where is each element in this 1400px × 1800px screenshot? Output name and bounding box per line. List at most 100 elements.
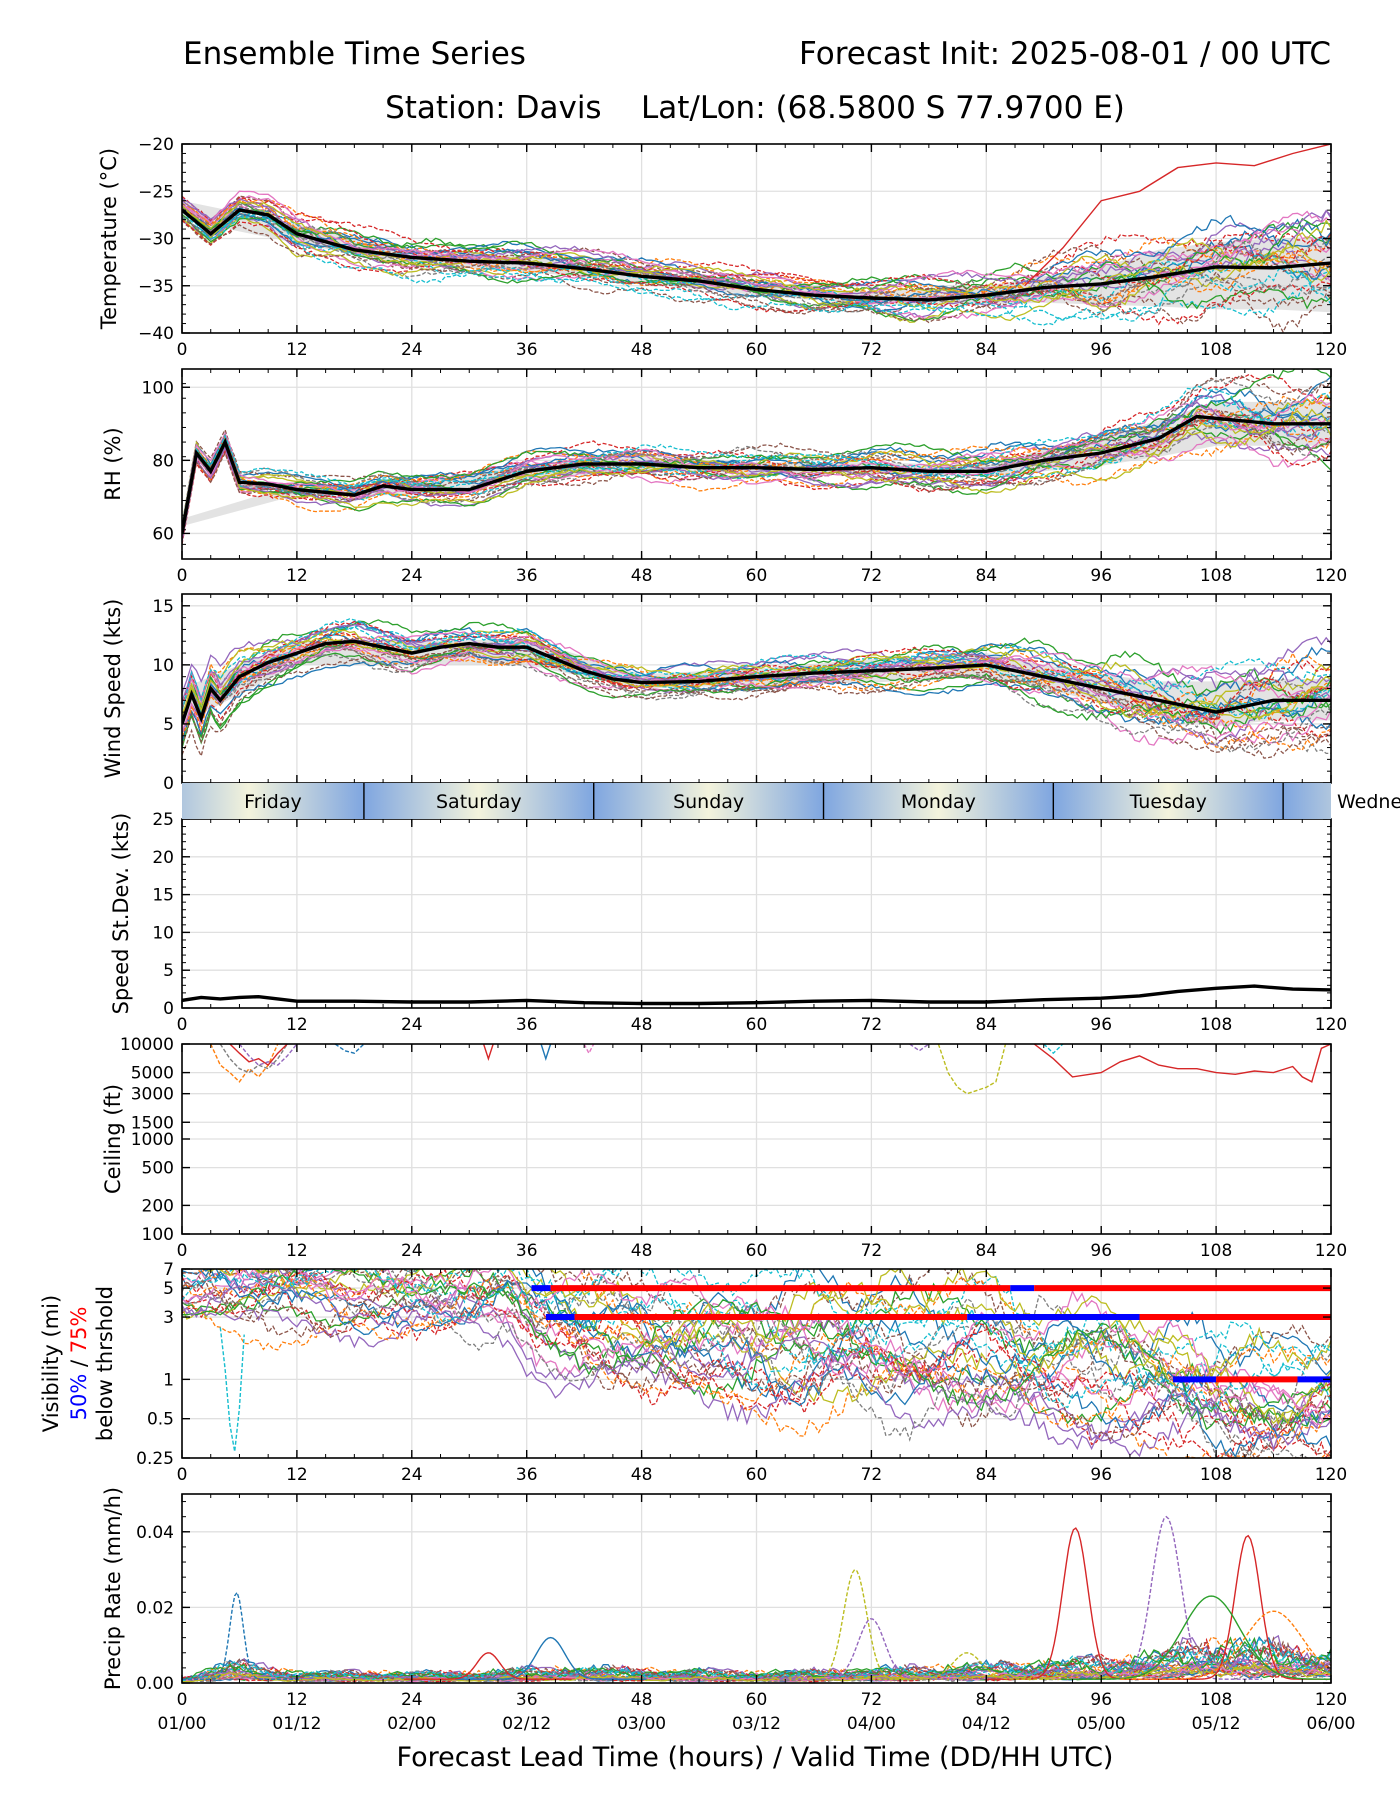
x-tick-label: 12 xyxy=(286,340,308,360)
x-tick-label: 84 xyxy=(975,340,997,360)
ensemble-member-line xyxy=(182,1269,1331,1414)
outlier-member-line xyxy=(1024,144,1331,287)
x-tick-label: 12 xyxy=(286,566,308,586)
y-axis-label: Ceiling (ft) xyxy=(101,1084,125,1194)
y-tick-label: 5 xyxy=(163,1279,174,1299)
ceiling-member-line xyxy=(540,1044,552,1061)
station-line: Station: Davis Lat/Lon: (68.5800 S 77.97… xyxy=(385,90,1125,126)
threshold-legend-part: 75% xyxy=(67,1307,91,1354)
x-tick-label: 72 xyxy=(861,1015,883,1035)
y-tick-label: 15 xyxy=(152,597,174,617)
precip-peak-line xyxy=(779,1618,962,1680)
threshold-legend-part: 50% xyxy=(67,1374,91,1421)
x-tick-label: 0 xyxy=(177,1015,188,1035)
y-tick-label: 25 xyxy=(152,810,174,830)
x-tick-label: 84 xyxy=(975,1465,997,1485)
ensemble-member-line xyxy=(182,1271,1331,1446)
panel-temperature: 0 12 24 36 48 60 72 84 96 108 120 −40 −35 −30 −25 −20 Te… xyxy=(97,135,1347,360)
y-tick-label: 0.04 xyxy=(136,1523,174,1543)
plot-area-visibility xyxy=(182,1269,1331,1458)
precip-peak-line xyxy=(770,1568,939,1680)
day-cell xyxy=(363,783,594,819)
y-tick-label: 15 xyxy=(152,886,174,906)
panel-precip_rate: 0 12 24 36 48 60 72 84 96 108 120 0.00 0.02 0.04 Preci… xyxy=(101,1487,1347,1710)
ensemble-member-line xyxy=(182,1275,1331,1446)
y-tick-label: 5000 xyxy=(131,1064,174,1084)
x-tick-label: 36 xyxy=(516,1690,538,1710)
x-tick-label: 12 xyxy=(286,1465,308,1485)
valid-time-label: 01/12 xyxy=(272,1714,321,1734)
ensemble-member-line xyxy=(234,1269,1331,1426)
y-tick-label: 10 xyxy=(152,656,174,676)
x-tick-label: 36 xyxy=(516,340,538,360)
ensemble-member-line xyxy=(182,624,1331,702)
ensemble-member-line xyxy=(182,200,1331,304)
x-tick-label: 96 xyxy=(1090,1241,1112,1261)
x-tick-label: 120 xyxy=(1315,1465,1347,1485)
x-tick-label: 84 xyxy=(975,1015,997,1035)
ensemble-member-line xyxy=(182,395,1331,529)
x-tick-label: 48 xyxy=(631,1465,653,1485)
ceiling-member-line xyxy=(482,1044,494,1061)
plot-area-speed_stdev xyxy=(182,819,1331,1008)
ensemble-member-line xyxy=(182,217,1331,324)
valid-time-label: 04/00 xyxy=(847,1714,896,1734)
panel-ceiling: 0 12 24 36 48 60 72 84 96 108 120 100 200 500 10001500… xyxy=(101,1035,1347,1261)
ensemble-member-line xyxy=(182,374,1331,525)
ensemble-member-line xyxy=(182,195,1331,290)
precip-peak-line xyxy=(1058,1595,1331,1680)
ensemble-member-line xyxy=(182,636,1331,753)
y-tick-label: 0.5 xyxy=(147,1410,174,1430)
ensemble-member-line xyxy=(254,1269,1331,1431)
ensemble-member-line xyxy=(182,618,1331,711)
x-tick-label: 120 xyxy=(1315,566,1347,586)
x-tick-label: 0 xyxy=(177,566,188,586)
y-tick-label: 1000 xyxy=(131,1130,174,1150)
x-tick-label: 24 xyxy=(401,1690,423,1710)
plot-area-temperature xyxy=(182,144,1331,333)
y-tick-label: 3000 xyxy=(131,1085,174,1105)
x-tick-label: 36 xyxy=(516,1465,538,1485)
ceiling-member-line xyxy=(1043,1044,1064,1055)
panel-speed_stdev: 0 12 24 36 48 60 72 84 96 108 120 0 5 10 15 20 25 Speed S… xyxy=(109,810,1347,1035)
x-tick-label: 108 xyxy=(1200,1465,1232,1485)
day-label: Friday xyxy=(244,791,302,813)
day-label: Tuesday xyxy=(1129,791,1207,813)
y-tick-label: 0 xyxy=(163,774,174,794)
ensemble-member-line xyxy=(182,1279,1331,1458)
x-tick-label: 24 xyxy=(401,1241,423,1261)
ensemble-member-line xyxy=(182,213,1331,333)
x-tick-label: 36 xyxy=(516,1241,538,1261)
y-tick-label: 3 xyxy=(163,1308,174,1328)
x-tick-label: 84 xyxy=(975,1690,997,1710)
valid-time-label: 02/12 xyxy=(502,1714,551,1734)
ceiling-member-line xyxy=(334,1044,365,1054)
spread-band xyxy=(182,638,1331,727)
panel-wind_speed: 0 5 10 15 Wind Speed (kts) xyxy=(101,593,1332,794)
y-tick-label: 10000 xyxy=(120,1035,174,1055)
y-tick-label: 100 xyxy=(142,378,174,398)
y-tick-label: −20 xyxy=(138,135,174,155)
x-tick-label: 24 xyxy=(401,1015,423,1035)
y-axis-label-thresholds: 50% / 75% xyxy=(67,1307,91,1421)
panel-group: 0 12 24 36 48 60 72 84 96 108 120−40−35−30−25−20Te… xyxy=(39,135,1356,1734)
y-tick-label: 1500 xyxy=(131,1113,174,1133)
x-tick-label: 72 xyxy=(861,1690,883,1710)
valid-time-label: 02/00 xyxy=(387,1714,436,1734)
ceiling-member-line xyxy=(219,1044,288,1074)
x-axis-label: Forecast Lead Time (hours) / Valid Time … xyxy=(397,1742,1114,1773)
y-axis-label: Wind Speed (kts) xyxy=(101,599,125,779)
y-tick-label: −25 xyxy=(138,182,174,202)
ceiling-member-line xyxy=(238,1044,298,1066)
ensemble-member-line xyxy=(182,1639,1331,1682)
ensemble-member-line xyxy=(182,211,1331,321)
ensemble-member-line xyxy=(182,1279,1331,1452)
day-label: Monday xyxy=(901,791,976,813)
valid-time-label: 03/00 xyxy=(617,1714,666,1734)
x-tick-label: 120 xyxy=(1315,1241,1347,1261)
x-tick-label: 96 xyxy=(1090,1015,1112,1035)
x-tick-label: 96 xyxy=(1090,340,1112,360)
ensemble-member-line xyxy=(182,1269,1331,1425)
ceiling-member-line xyxy=(229,1044,288,1067)
